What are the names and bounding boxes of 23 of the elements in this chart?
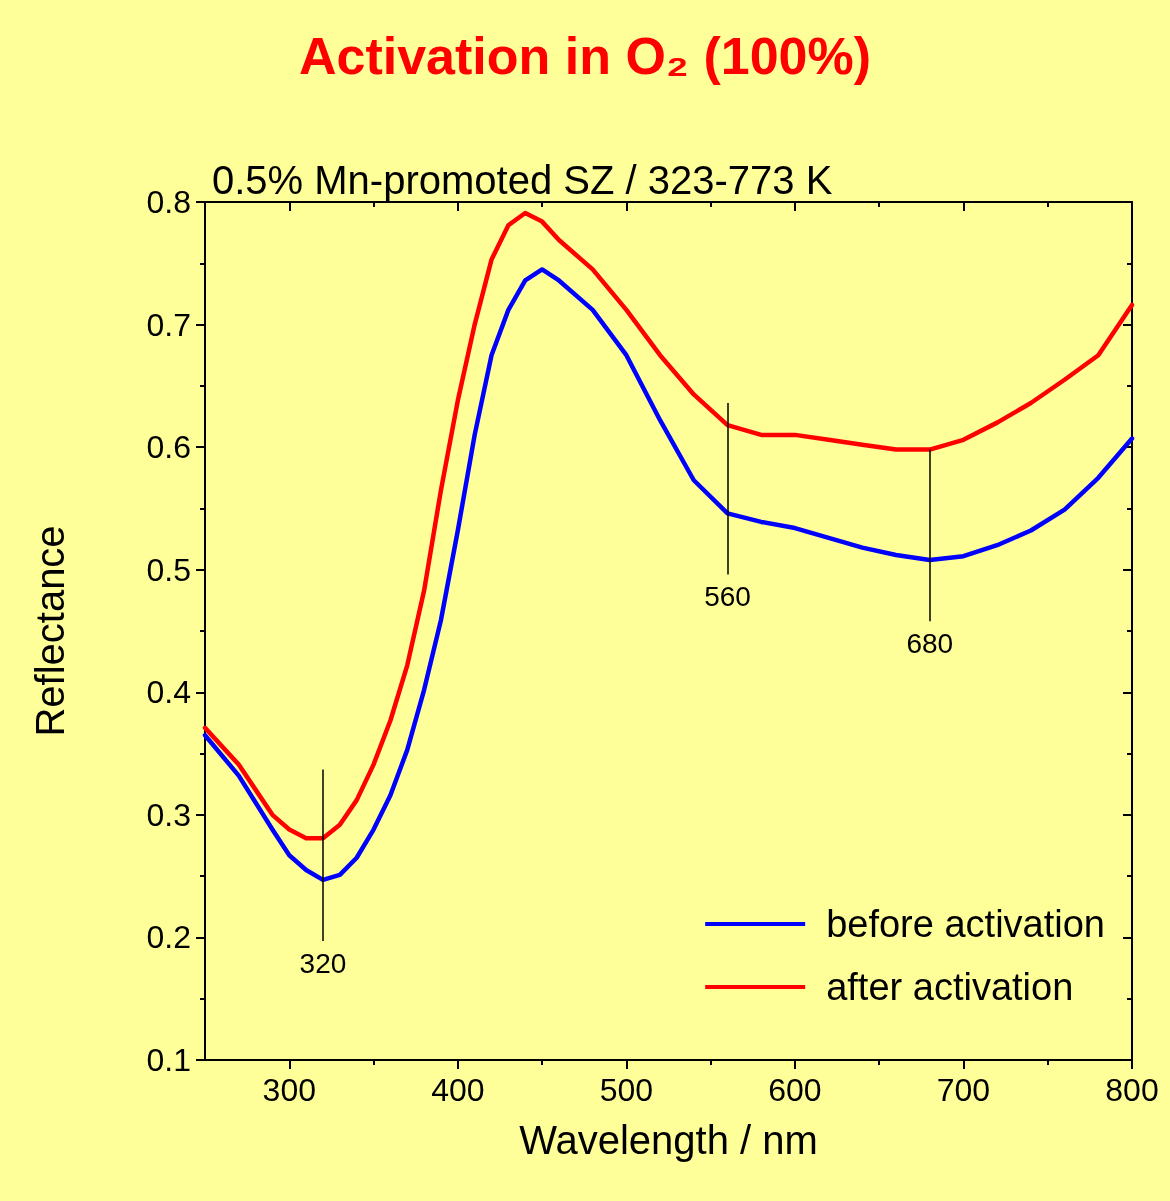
- x-tick-label: 600: [768, 1072, 822, 1108]
- legend-label: before activation: [826, 903, 1105, 945]
- annotation: 680: [906, 627, 954, 659]
- x-tick-label: 700: [936, 1072, 991, 1108]
- y-tick-label: 0.2: [146, 919, 191, 956]
- y-tick-label: 0.4: [146, 674, 191, 711]
- y-axis-title: Reflectance: [28, 525, 72, 737]
- x-tick-label: 800: [1105, 1072, 1159, 1108]
- y-tick-label: 0.6: [146, 429, 191, 466]
- chart-subtitle: 0.5% Mn-promoted SZ / 323-773 K: [212, 158, 833, 202]
- y-tick-label: 0.5: [146, 551, 191, 588]
- y-tick-label: 0.8: [146, 184, 191, 220]
- chart-title: Activation in O₂ (100%): [298, 27, 872, 85]
- y-tick-label: 0.1: [146, 1042, 191, 1078]
- x-tick-label: 300: [262, 1072, 316, 1108]
- annotation: 320: [299, 947, 347, 979]
- legend-label: after activation: [826, 966, 1074, 1008]
- x-tick-label: 400: [431, 1072, 485, 1108]
- x-axis-title: Wavelength / nm: [519, 1118, 818, 1162]
- y-tick-label: 0.3: [146, 796, 191, 833]
- annotation: 560: [704, 581, 751, 613]
- y-tick-label: 0.7: [146, 306, 191, 343]
- x-tick-label: 500: [599, 1072, 654, 1108]
